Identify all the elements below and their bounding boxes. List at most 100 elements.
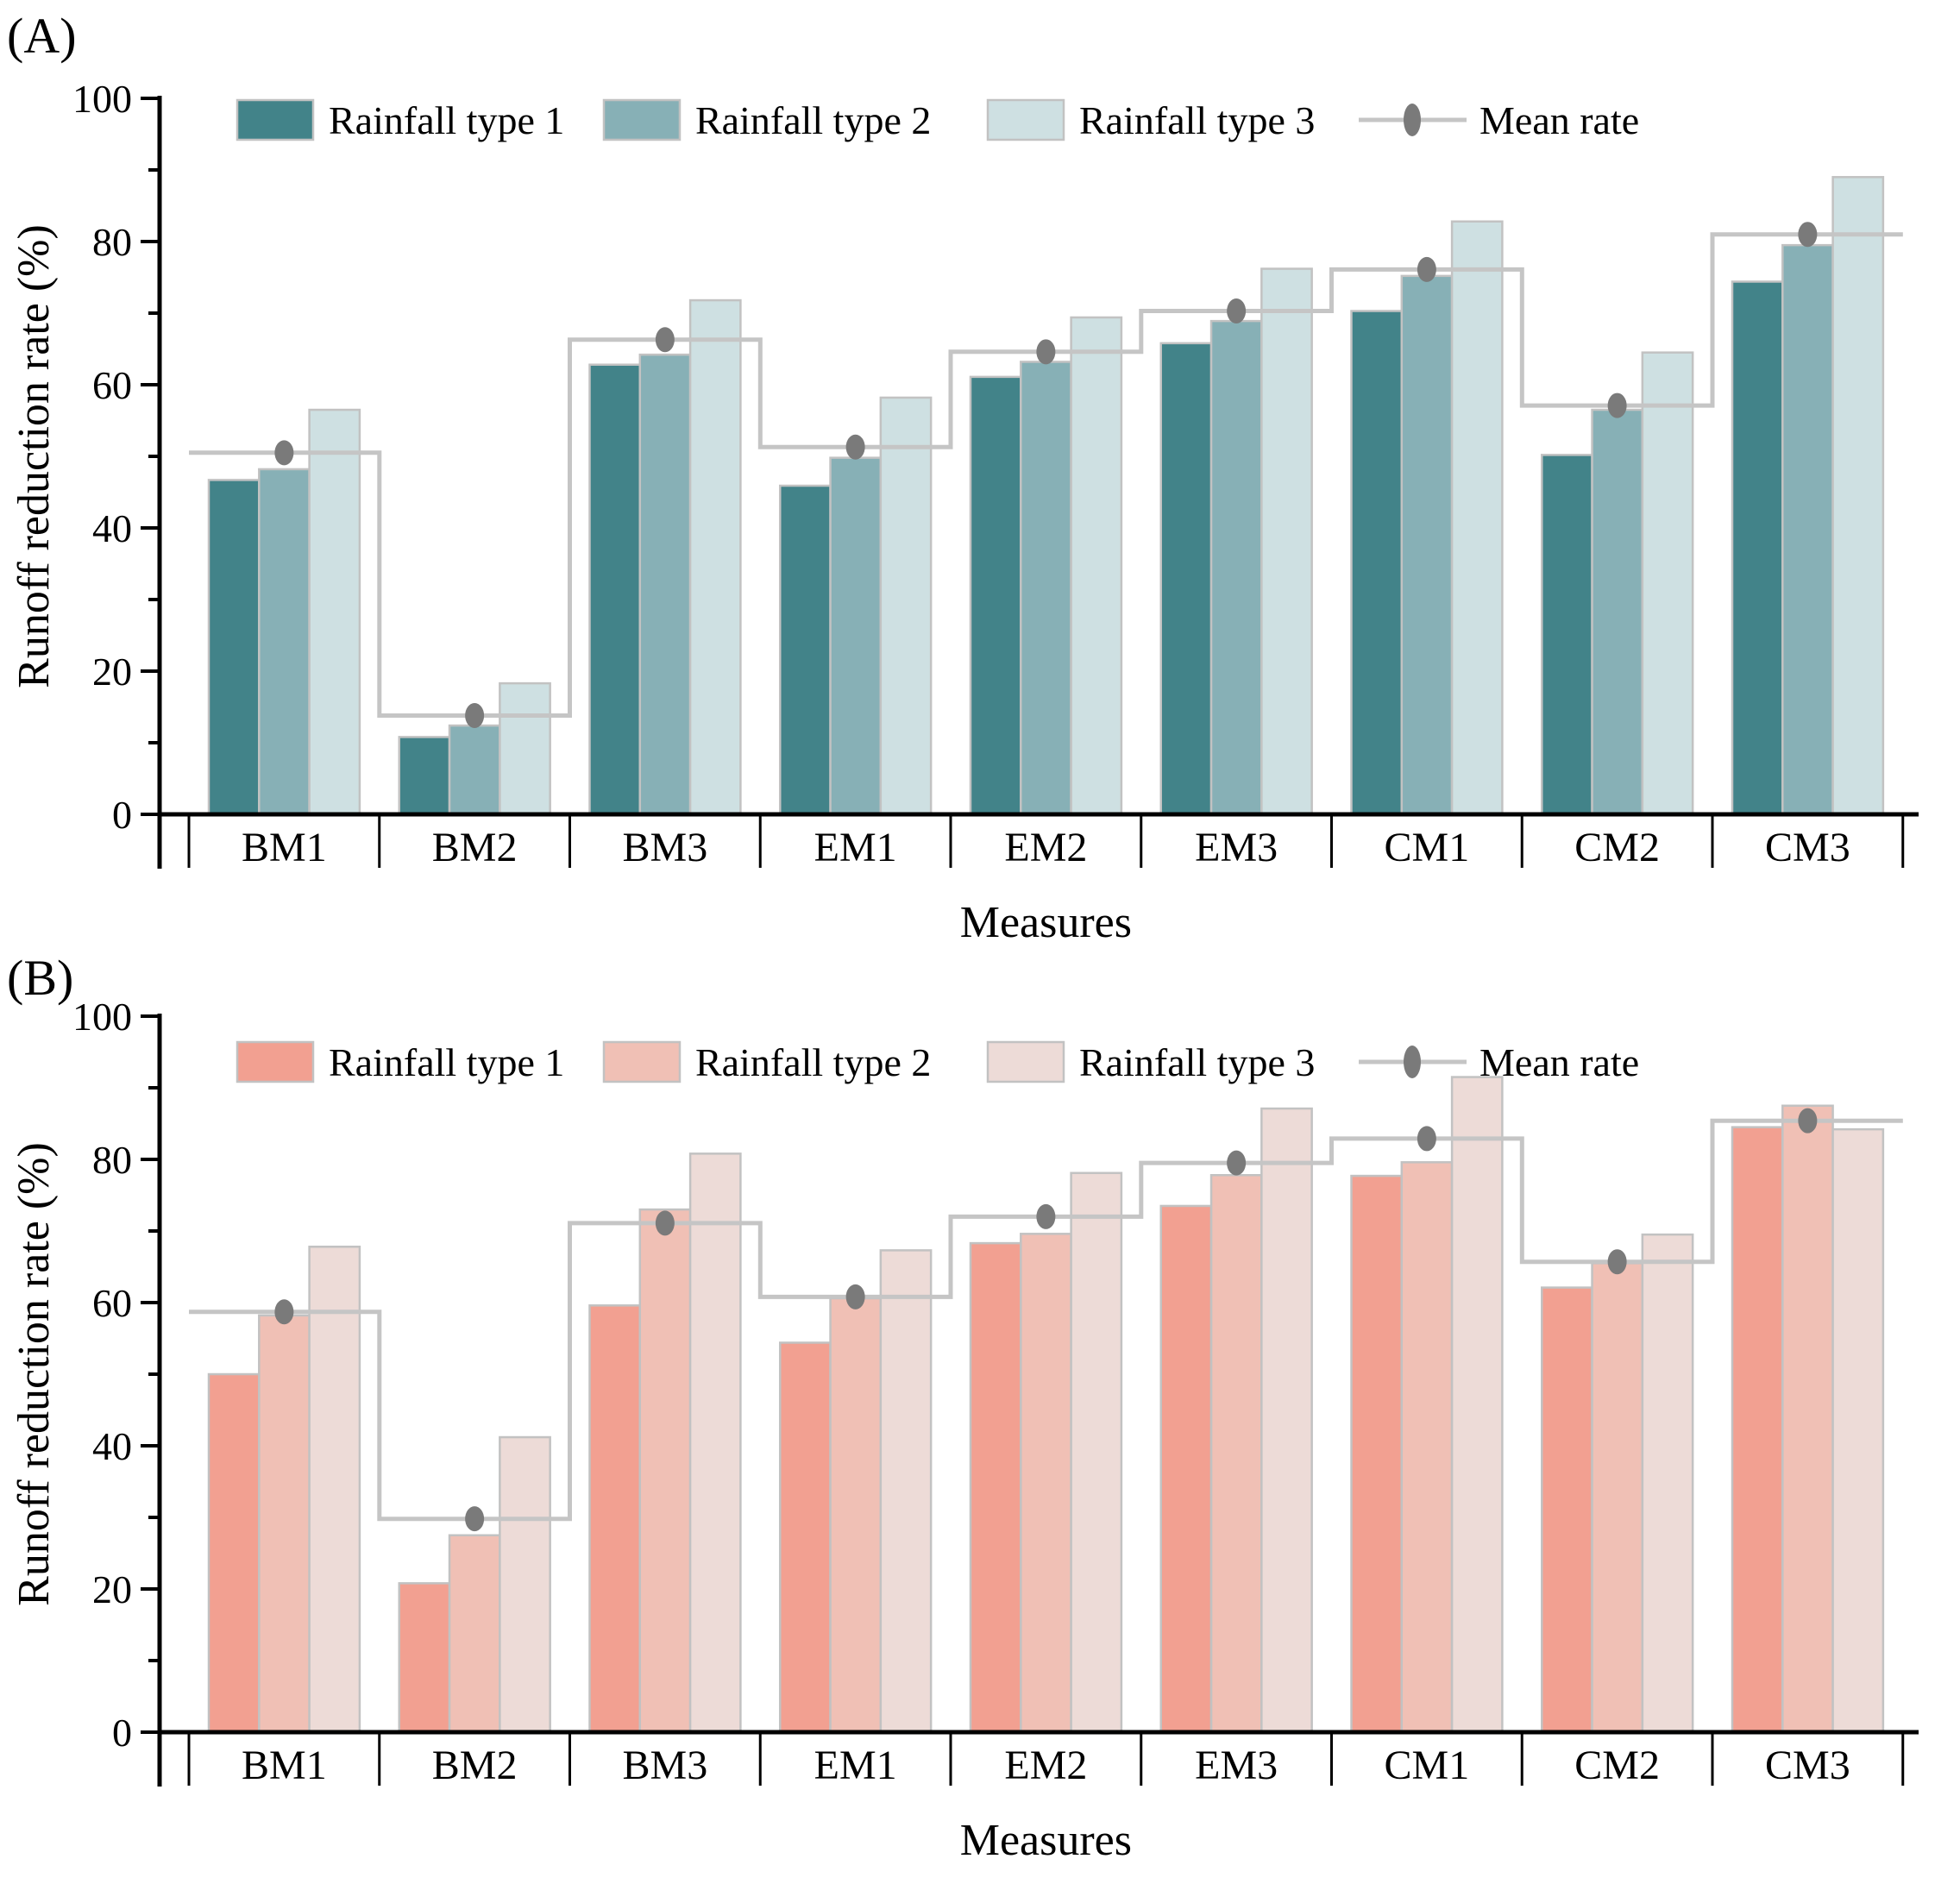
x-category-label-EM1: EM1 (814, 1743, 897, 1788)
panel-b-chart: 0 20 40 60 80 100 BM1 BM2 BM3 EM1 EM2 EM3 CM1 CM2 CM3 M… (9, 995, 1919, 1865)
mean-rate-dot-CM2 (1607, 1249, 1627, 1275)
bar-CM3-series2 (1781, 1104, 1834, 1734)
legend-label-series3: Rainfall type 3 (1079, 1040, 1315, 1084)
mean-rate-dot-EM2 (1036, 1203, 1056, 1229)
bar-BM2-series1 (398, 736, 451, 816)
legend-label-mean-rate: Mean rate (1479, 1040, 1639, 1084)
panel-a-chart: 0 20 40 60 80 100 BM1 BM2 BM3 EM1 EM2 EM3 CM1 CM2 CM3 M… (9, 77, 1919, 942)
legend-label-mean-rate: Mean rate (1479, 98, 1639, 142)
x-category-label-EM3: EM3 (1195, 1743, 1278, 1788)
bar-EM2-series1 (969, 375, 1022, 816)
y-tick-label: 0 (112, 793, 132, 837)
mean-rate-dot-BM3 (655, 1210, 675, 1236)
bar-BM3-series1 (588, 1304, 642, 1734)
x-axis-title: Measures (960, 1816, 1132, 1865)
x-category-label-BM1: BM1 (242, 825, 327, 870)
bar-BM1-series2 (258, 468, 311, 816)
legend-label-series3: Rainfall type 3 (1079, 98, 1315, 142)
bar-CM3-series3 (1831, 1127, 1885, 1734)
bar-CM2-series1 (1541, 454, 1593, 816)
bar-CM1-series3 (1450, 1076, 1504, 1734)
bar-BM1-series3 (308, 1246, 361, 1734)
bar-CM1-series1 (1350, 310, 1404, 816)
bar-BM3-series1 (588, 363, 642, 816)
x-category-label-CM1: CM1 (1385, 825, 1470, 870)
panel-a: (A) 0 20 40 60 80 100 BM1 BM2 BM3 EM1 EM2 EM3 CM1 CM2… (7, 8, 1919, 942)
legend-swatch-series1 (236, 1040, 315, 1083)
bar-CM3-series3 (1831, 176, 1885, 816)
x-category-label-BM3: BM3 (623, 825, 708, 870)
bar-BM1-series1 (207, 479, 261, 816)
mean-rate-dot-CM3 (1798, 1108, 1818, 1134)
bar-BM1-series3 (308, 408, 361, 816)
mean-rate-dot-BM2 (465, 702, 485, 728)
y-tick-label: 40 (92, 506, 132, 550)
legend-swatch-series1 (236, 98, 315, 141)
x-category-label-CM2: CM2 (1574, 825, 1660, 870)
legend-label-series1: Rainfall type 1 (329, 98, 564, 142)
panel-a-tag: (A) (7, 8, 77, 64)
bar-BM2-series1 (398, 1582, 451, 1734)
bar-BM3-series3 (688, 1152, 742, 1734)
mean-rate-dot-EM1 (845, 1284, 865, 1309)
mean-rate-dot-EM3 (1227, 1150, 1247, 1176)
y-axis-title: Runoff reduction rate (%) (9, 1142, 59, 1606)
bar-EM3-series1 (1159, 1204, 1213, 1734)
x-category-label-EM2: EM2 (1004, 1743, 1087, 1788)
y-tick-label: 20 (92, 650, 132, 694)
mean-rate-dot-BM2 (465, 1506, 485, 1532)
legend-label-series1: Rainfall type 1 (329, 1040, 564, 1084)
bar-EM2-series1 (969, 1241, 1022, 1734)
mean-rate-dot-CM1 (1417, 256, 1436, 282)
legend-swatch-series3 (986, 98, 1065, 141)
y-tick-label: 80 (92, 1138, 132, 1182)
bar-EM3-series2 (1209, 319, 1263, 816)
mean-rate-dot-BM3 (655, 327, 675, 353)
x-category-label-CM3: CM3 (1765, 1743, 1850, 1788)
y-tick-label: 40 (92, 1424, 132, 1468)
bar-EM3-series2 (1209, 1174, 1263, 1734)
bar-BM2-series3 (499, 1435, 551, 1734)
bar-EM1-series3 (879, 396, 933, 816)
bar-BM2-series3 (499, 681, 551, 816)
y-tick-label: 0 (112, 1711, 132, 1755)
x-category-label-EM1: EM1 (814, 825, 897, 870)
mean-rate-dot-BM1 (274, 1299, 294, 1325)
x-category-label-BM1: BM1 (242, 1743, 327, 1788)
bar-EM3-series1 (1159, 342, 1213, 816)
bar-CM1-series3 (1450, 220, 1504, 816)
bar-EM2-series2 (1020, 1233, 1072, 1734)
mean-rate-dot-EM2 (1036, 339, 1056, 365)
y-tick-label: 80 (92, 220, 132, 264)
x-category-label-BM3: BM3 (623, 1743, 708, 1788)
y-tick-label: 100 (72, 995, 132, 1039)
bar-BM2-series2 (448, 1534, 501, 1734)
bar-CM3-series1 (1731, 1126, 1784, 1734)
bar-EM2-series2 (1020, 361, 1072, 816)
panel-b: (B) 0 20 40 60 80 100 BM1 BM2 BM3 EM1 EM2 EM3 CM1 CM2… (0, 942, 1960, 1884)
bar-BM3-series2 (638, 353, 692, 816)
x-category-label-CM1: CM1 (1385, 1743, 1470, 1788)
bar-EM3-series3 (1260, 1107, 1313, 1734)
mean-rate-dot-CM3 (1798, 222, 1818, 248)
bar-CM2-series1 (1541, 1286, 1593, 1734)
bar-EM1-series1 (779, 1341, 832, 1734)
bar-EM2-series3 (1070, 1171, 1123, 1734)
bar-EM1-series1 (779, 484, 832, 816)
bar-CM3-series1 (1731, 280, 1784, 816)
x-category-label-EM3: EM3 (1195, 825, 1278, 870)
bar-CM2-series2 (1591, 1262, 1644, 1734)
legend-mean-dot-icon (1404, 1046, 1421, 1078)
bar-CM1-series2 (1400, 274, 1454, 816)
bar-EM1-series2 (829, 1297, 883, 1734)
bar-BM1-series1 (207, 1372, 261, 1734)
bar-EM1-series2 (829, 456, 883, 816)
x-axis-title: Measures (960, 898, 1132, 942)
legend-swatch-series3 (986, 1040, 1065, 1083)
x-category-label-EM2: EM2 (1004, 825, 1087, 870)
bar-BM3-series3 (688, 298, 742, 816)
y-tick-label: 20 (92, 1567, 132, 1611)
y-tick-label: 60 (92, 363, 132, 407)
bar-CM3-series2 (1781, 243, 1834, 816)
bar-CM2-series3 (1641, 1233, 1694, 1734)
